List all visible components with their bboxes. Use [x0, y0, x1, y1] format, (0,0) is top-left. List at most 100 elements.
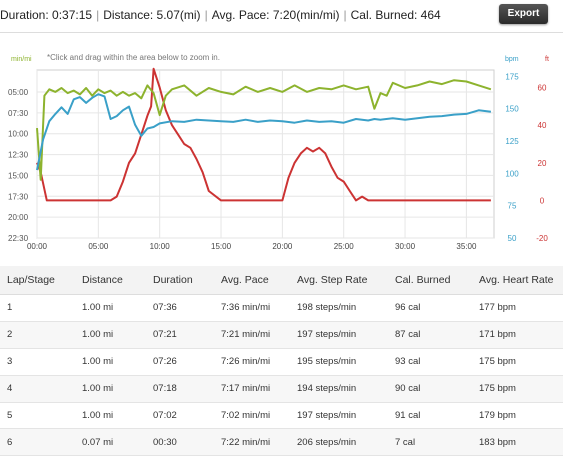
column-header: Distance: [81, 266, 152, 295]
separator: |: [204, 8, 208, 22]
elevation-axis-title: ft: [545, 56, 549, 63]
column-header: Duration: [152, 266, 220, 295]
y-tick-label: 17:30: [8, 192, 29, 201]
summary-stats: Duration: 0:37:15 | Distance: 5.07(mi) | Avg…: [0, 8, 441, 22]
table-cell: 198 steps/min: [296, 294, 394, 322]
export-button[interactable]: Export: [499, 4, 548, 24]
hr-tick-label: 50: [508, 234, 517, 243]
table-cell: 5: [0, 402, 81, 430]
table-cell: 91 cal: [394, 402, 478, 430]
table-cell: 07:21: [152, 321, 220, 349]
table-row: 3 1.00 mi 07:26 7:26 min/mi 195 steps/min 93 …: [0, 348, 563, 376]
separator: |: [343, 8, 347, 22]
elevation-tick-label: 40: [538, 121, 547, 130]
table-cell: 195 steps/min: [296, 348, 394, 376]
hr-tick-label: 150: [505, 105, 519, 114]
elevation-tick-label: 60: [538, 84, 547, 93]
heart-rate-line: [36, 79, 492, 181]
table-cell: 2: [0, 321, 81, 349]
plot-area: [36, 69, 495, 239]
table-cell: 179 bpm: [478, 402, 563, 430]
table-row: 4 1.00 mi 07:18 7:17 min/mi 194 steps/min 90 …: [0, 375, 563, 403]
column-header: Lap/Stage: [0, 266, 81, 295]
table-cell: 7:26 min/mi: [220, 348, 296, 376]
table-cell: 1.00 mi: [81, 294, 152, 322]
chart-series: [36, 67, 492, 202]
hr-tick-label: 175: [505, 72, 519, 81]
activity-chart[interactable]: 05:00 07:30 10:00 12:30 15:00 17:30 20:00 22:30…: [0, 0, 563, 260]
elevation-tick-label: -20: [536, 234, 548, 243]
table-cell: 7:36 min/mi: [220, 294, 296, 322]
table-row: 1 1.00 mi 07:36 7:36 min/mi 198 steps/min 96 …: [0, 294, 563, 322]
table-cell: 0.07 mi: [81, 428, 152, 456]
table-cell: 7:21 min/mi: [220, 321, 296, 349]
table-cell: 6: [0, 428, 81, 456]
table-cell: 194 steps/min: [296, 375, 394, 403]
table-header-row: Lap/Stage Distance Duration Avg. Pace Av…: [0, 266, 563, 295]
x-tick-label: 05:00: [88, 242, 109, 251]
duration-stat: Duration: 0:37:15: [0, 8, 93, 22]
y-tick-label: 07:30: [8, 109, 29, 118]
table-row: 2 1.00 mi 07:21 7:21 min/mi 197 steps/min 87 …: [0, 321, 563, 349]
column-header: Avg. Pace: [220, 266, 296, 295]
hr-tick-label: 125: [505, 137, 519, 146]
left-axis-title: min/mi: [11, 56, 32, 63]
table-cell: 1.00 mi: [81, 402, 152, 430]
table-cell: 1.00 mi: [81, 348, 152, 376]
hr-tick-label: 100: [505, 169, 519, 178]
table-cell: 1: [0, 294, 81, 322]
table-cell: 197 steps/min: [296, 321, 394, 349]
table-cell: 7:22 min/mi: [220, 428, 296, 456]
hr-axis-title: bpm: [505, 56, 519, 63]
elevation-line: [36, 67, 491, 202]
x-tick-label: 00:00: [27, 242, 48, 251]
table-row: 6 0.07 mi 00:30 7:22 min/mi 206 steps/min 7 c…: [0, 428, 563, 456]
chart-grid: [36, 69, 495, 239]
y-tick-label: 15:00: [8, 171, 29, 180]
table-cell: 1.00 mi: [81, 375, 152, 403]
column-header: Avg. Heart Rate: [478, 266, 563, 295]
table-cell: 175 bpm: [478, 348, 563, 376]
distance-stat: Distance: 5.07(mi): [103, 8, 201, 22]
pace-line: [36, 93, 492, 171]
column-header: Cal. Burned: [394, 266, 478, 295]
table-cell: 7:02 min/mi: [220, 402, 296, 430]
table-cell: 1.00 mi: [81, 321, 152, 349]
y-tick-label: 12:30: [8, 151, 29, 160]
zoom-hint: *Click and drag within the area below to…: [47, 53, 220, 62]
y-tick-label: 20:00: [8, 213, 29, 222]
table-cell: 7 cal: [394, 428, 478, 456]
x-tick-label: 30:00: [395, 242, 416, 251]
table-cell: 4: [0, 375, 81, 403]
x-tick-label: 15:00: [211, 242, 232, 251]
elevation-tick-label: 20: [538, 159, 547, 168]
summary-bar: Duration: 0:37:15 | Distance: 5.07(mi) | Avg…: [0, 0, 563, 30]
table-cell: 3: [0, 348, 81, 376]
table-cell: 07:02: [152, 402, 220, 430]
table-cell: 96 cal: [394, 294, 478, 322]
x-tick-label: 25:00: [334, 242, 355, 251]
table-cell: 00:30: [152, 428, 220, 456]
x-tick-label: 35:00: [456, 242, 477, 251]
y-tick-label: 05:00: [8, 88, 29, 97]
separator: |: [96, 8, 100, 22]
lap-table: Lap/Stage Distance Duration Avg. Pace Av…: [0, 266, 563, 456]
table-cell: 177 bpm: [478, 294, 563, 322]
table-cell: 7:17 min/mi: [220, 375, 296, 403]
chart-ticks: 05:00 07:30 10:00 12:30 15:00 17:30 20:00 22:30…: [8, 72, 548, 251]
table-cell: 87 cal: [394, 321, 478, 349]
table-cell: 183 bpm: [478, 428, 563, 456]
hr-tick-label: 75: [508, 202, 517, 211]
table-cell: 206 steps/min: [296, 428, 394, 456]
elevation-tick-label: 0: [540, 196, 545, 205]
divider: [0, 32, 563, 33]
table-cell: 175 bpm: [478, 375, 563, 403]
x-tick-label: 20:00: [272, 242, 293, 251]
table-cell: 07:36: [152, 294, 220, 322]
calories-stat: Cal. Burned: 464: [350, 8, 441, 22]
table-cell: 90 cal: [394, 375, 478, 403]
table-cell: 07:18: [152, 375, 220, 403]
table-cell: 07:26: [152, 348, 220, 376]
table-cell: 93 cal: [394, 348, 478, 376]
table-cell: 197 steps/min: [296, 402, 394, 430]
